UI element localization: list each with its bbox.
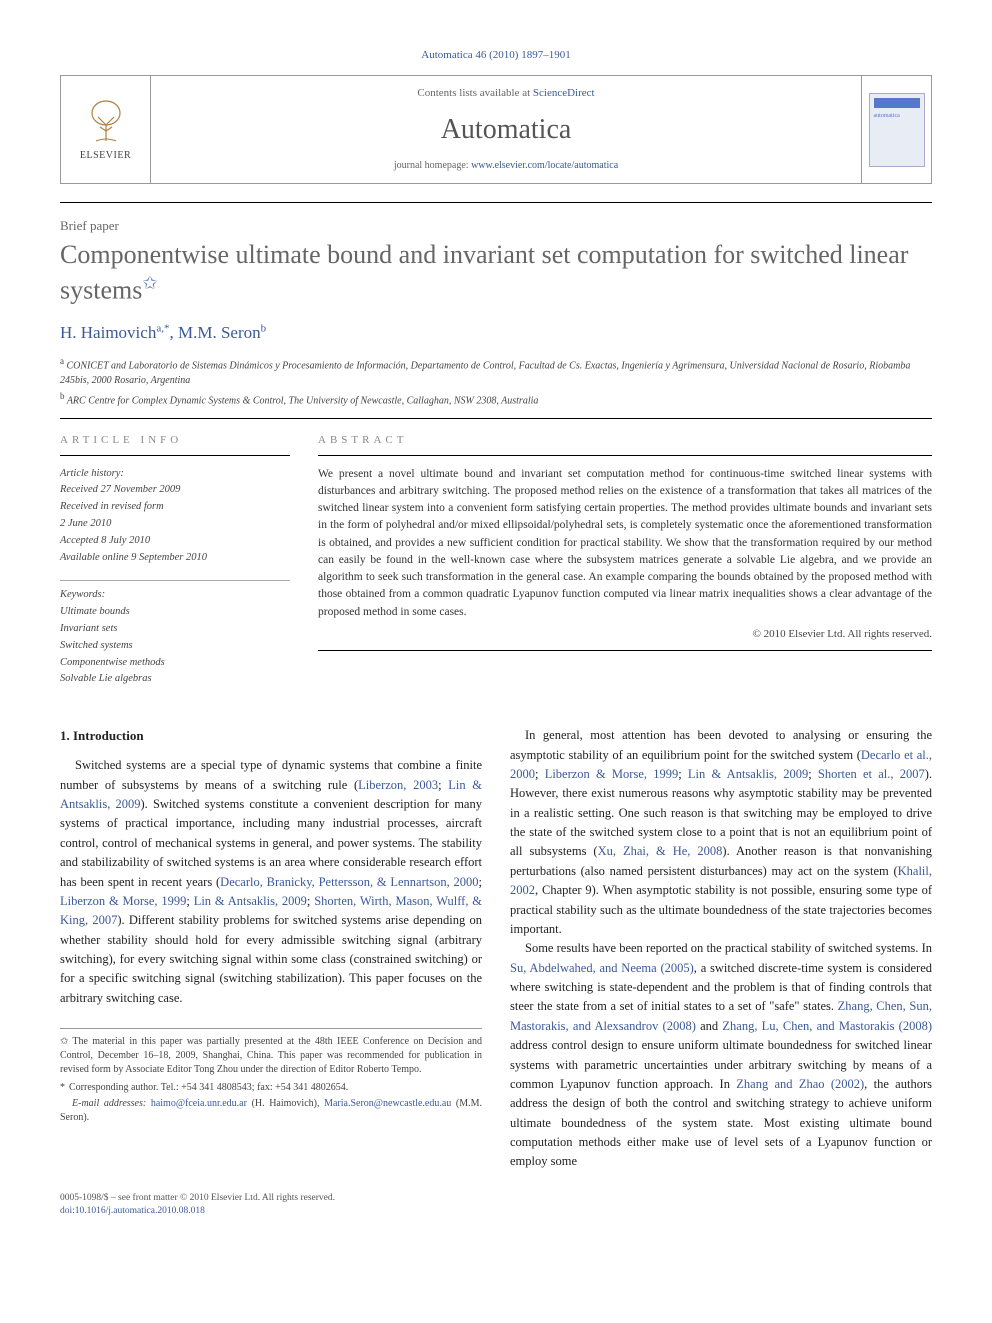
- keywords-block: Keywords: Ultimate bounds Invariant sets…: [60, 587, 290, 688]
- section-number: 1.: [60, 728, 70, 743]
- citation[interactable]: Lin & Antsaklis, 2009: [194, 894, 307, 908]
- journal-name: Automatica: [159, 110, 853, 149]
- title-footnote-star: ✩: [142, 273, 157, 293]
- history-line: Received in revised form: [60, 499, 290, 516]
- keyword: Invariant sets: [60, 621, 290, 638]
- affil-b-sup: b: [60, 391, 65, 401]
- footnote-star: ✩The material in this paper was partiall…: [60, 1035, 482, 1077]
- keywords-heading: Keywords:: [60, 587, 290, 604]
- footnote-star-mark: ✩: [60, 1036, 68, 1047]
- affil-a-text: CONICET and Laboratorio de Sistemas Diná…: [60, 360, 910, 386]
- footnote-corr-mark: *: [60, 1082, 65, 1093]
- left-column: 1. Introduction Switched systems are a s…: [60, 726, 482, 1172]
- right-column: In general, most attention has been devo…: [510, 726, 932, 1172]
- publisher-logo-cell: ELSEVIER: [61, 76, 151, 183]
- homepage-prefix: journal homepage:: [394, 160, 471, 171]
- article-title: Componentwise ultimate bound and invaria…: [60, 239, 932, 307]
- history-line: Received 27 November 2009: [60, 482, 290, 499]
- abstract-copyright: © 2010 Elsevier Ltd. All rights reserved…: [318, 627, 932, 642]
- email-label: E-mail addresses:: [72, 1098, 146, 1109]
- body-paragraph: Switched systems are a special type of d…: [60, 756, 482, 1008]
- abstract-column: ABSTRACT We present a novel ultimate bou…: [318, 433, 932, 702]
- footnote-star-text: The material in this paper was partially…: [60, 1036, 482, 1075]
- author-1-sup: a,*: [156, 322, 169, 334]
- section-heading: 1. Introduction: [60, 726, 482, 746]
- history-line: Available online 9 September 2010: [60, 550, 290, 567]
- affiliation-b: b ARC Centre for Complex Dynamic Systems…: [60, 390, 932, 408]
- keyword: Componentwise methods: [60, 655, 290, 672]
- journal-header: ELSEVIER Contents lists available at Sci…: [60, 75, 932, 184]
- history-line: 2 June 2010: [60, 516, 290, 533]
- doi-link[interactable]: doi:10.1016/j.automatica.2010.08.018: [60, 1205, 932, 1218]
- keyword: Ultimate bounds: [60, 604, 290, 621]
- email-link[interactable]: haimo@fceia.unr.edu.ar: [151, 1098, 247, 1109]
- rule-after-affil: [60, 418, 932, 419]
- body-paragraph: In general, most attention has been devo…: [510, 726, 932, 939]
- email-who: (H. Haimovich): [252, 1098, 317, 1109]
- info-rule: [60, 455, 290, 456]
- article-info-label: ARTICLE INFO: [60, 433, 290, 448]
- abstract-text: We present a novel ultimate bound and in…: [318, 466, 932, 621]
- abstract-rule-top: [318, 455, 932, 456]
- affil-b-text: ARC Centre for Complex Dynamic Systems &…: [67, 395, 539, 406]
- author-list: H. Haimovicha,*, M.M. Seronb: [60, 321, 932, 345]
- abstract-label: ABSTRACT: [318, 433, 932, 448]
- contents-available-line: Contents lists available at ScienceDirec…: [159, 86, 853, 101]
- citation[interactable]: Liberzon, 2003: [358, 778, 438, 792]
- citation[interactable]: Lin & Antsaklis, 2009: [688, 767, 808, 781]
- citation[interactable]: Su, Abdelwahed, and Neema (2005): [510, 961, 694, 975]
- keyword: Switched systems: [60, 638, 290, 655]
- journal-reference: Automatica 46 (2010) 1897–1901: [60, 48, 932, 63]
- body-paragraph: Some results have been reported on the p…: [510, 939, 932, 1172]
- citation[interactable]: Khalil, 2002: [510, 864, 932, 897]
- paper-type: Brief paper: [60, 217, 932, 235]
- author-2[interactable]: M.M. Seronb: [178, 323, 266, 342]
- citation[interactable]: Shorten et al., 2007: [818, 767, 925, 781]
- affil-a-sup: a: [60, 356, 64, 366]
- citation[interactable]: Decarlo, Branicky, Pettersson, & Lennart…: [220, 875, 478, 889]
- rule-top: [60, 202, 932, 203]
- author-2-name: M.M. Seron: [178, 323, 261, 342]
- citation[interactable]: Xu, Zhai, & He, 2008: [598, 844, 723, 858]
- page: Automatica 46 (2010) 1897–1901 ELSEVIER …: [0, 0, 992, 1266]
- email-link[interactable]: Maria.Seron@newcastle.edu.au: [324, 1098, 451, 1109]
- bottom-bar: 0005-1098/$ – see front matter © 2010 El…: [60, 1192, 932, 1219]
- issn-copyright-line: 0005-1098/$ – see front matter © 2010 El…: [60, 1192, 932, 1205]
- footnote-corr-text: Corresponding author. Tel.: +54 341 4808…: [69, 1082, 348, 1093]
- info-abstract-row: ARTICLE INFO Article history: Received 2…: [60, 433, 932, 702]
- cover-thumbnail-cell: automatica: [861, 76, 931, 183]
- article-info-column: ARTICLE INFO Article history: Received 2…: [60, 433, 290, 702]
- footnote-emails: E-mail addresses: haimo@fceia.unr.edu.ar…: [60, 1097, 482, 1125]
- footnote-corresponding: * Corresponding author. Tel.: +54 341 480…: [60, 1081, 482, 1095]
- keyword: Solvable Lie algebras: [60, 671, 290, 688]
- article-history: Article history: Received 27 November 20…: [60, 466, 290, 567]
- homepage-link[interactable]: www.elsevier.com/locate/automatica: [471, 160, 618, 171]
- body-columns: 1. Introduction Switched systems are a s…: [60, 726, 932, 1172]
- elsevier-tree-icon: [82, 97, 130, 145]
- citation[interactable]: Liberzon & Morse, 1999: [60, 894, 186, 908]
- sciencedirect-link[interactable]: ScienceDirect: [533, 87, 595, 99]
- history-heading: Article history:: [60, 466, 290, 483]
- footnotes: ✩The material in this paper was partiall…: [60, 1028, 482, 1125]
- author-1[interactable]: H. Haimovicha,*: [60, 323, 169, 342]
- contents-prefix: Contents lists available at: [417, 87, 532, 99]
- title-text: Componentwise ultimate bound and invaria…: [60, 240, 908, 304]
- citation[interactable]: Zhang, Lu, Chen, and Mastorakis (2008): [722, 1019, 932, 1033]
- author-2-sup: b: [261, 322, 267, 334]
- citation[interactable]: Liberzon & Morse, 1999: [545, 767, 679, 781]
- abstract-rule-bot: [318, 650, 932, 651]
- citation[interactable]: Zhang and Zhao (2002): [736, 1077, 864, 1091]
- section-title: Introduction: [73, 728, 144, 743]
- author-1-name: H. Haimovich: [60, 323, 156, 342]
- affiliation-a: a CONICET and Laboratorio de Sistemas Di…: [60, 355, 932, 388]
- homepage-line: journal homepage: www.elsevier.com/locat…: [159, 159, 853, 173]
- publisher-name: ELSEVIER: [80, 149, 131, 163]
- cover-thumb-title: automatica: [874, 112, 900, 120]
- info-rule-mid: [60, 580, 290, 581]
- journal-cover-thumbnail: automatica: [869, 93, 925, 167]
- header-center: Contents lists available at ScienceDirec…: [151, 76, 861, 183]
- history-line: Accepted 8 July 2010: [60, 533, 290, 550]
